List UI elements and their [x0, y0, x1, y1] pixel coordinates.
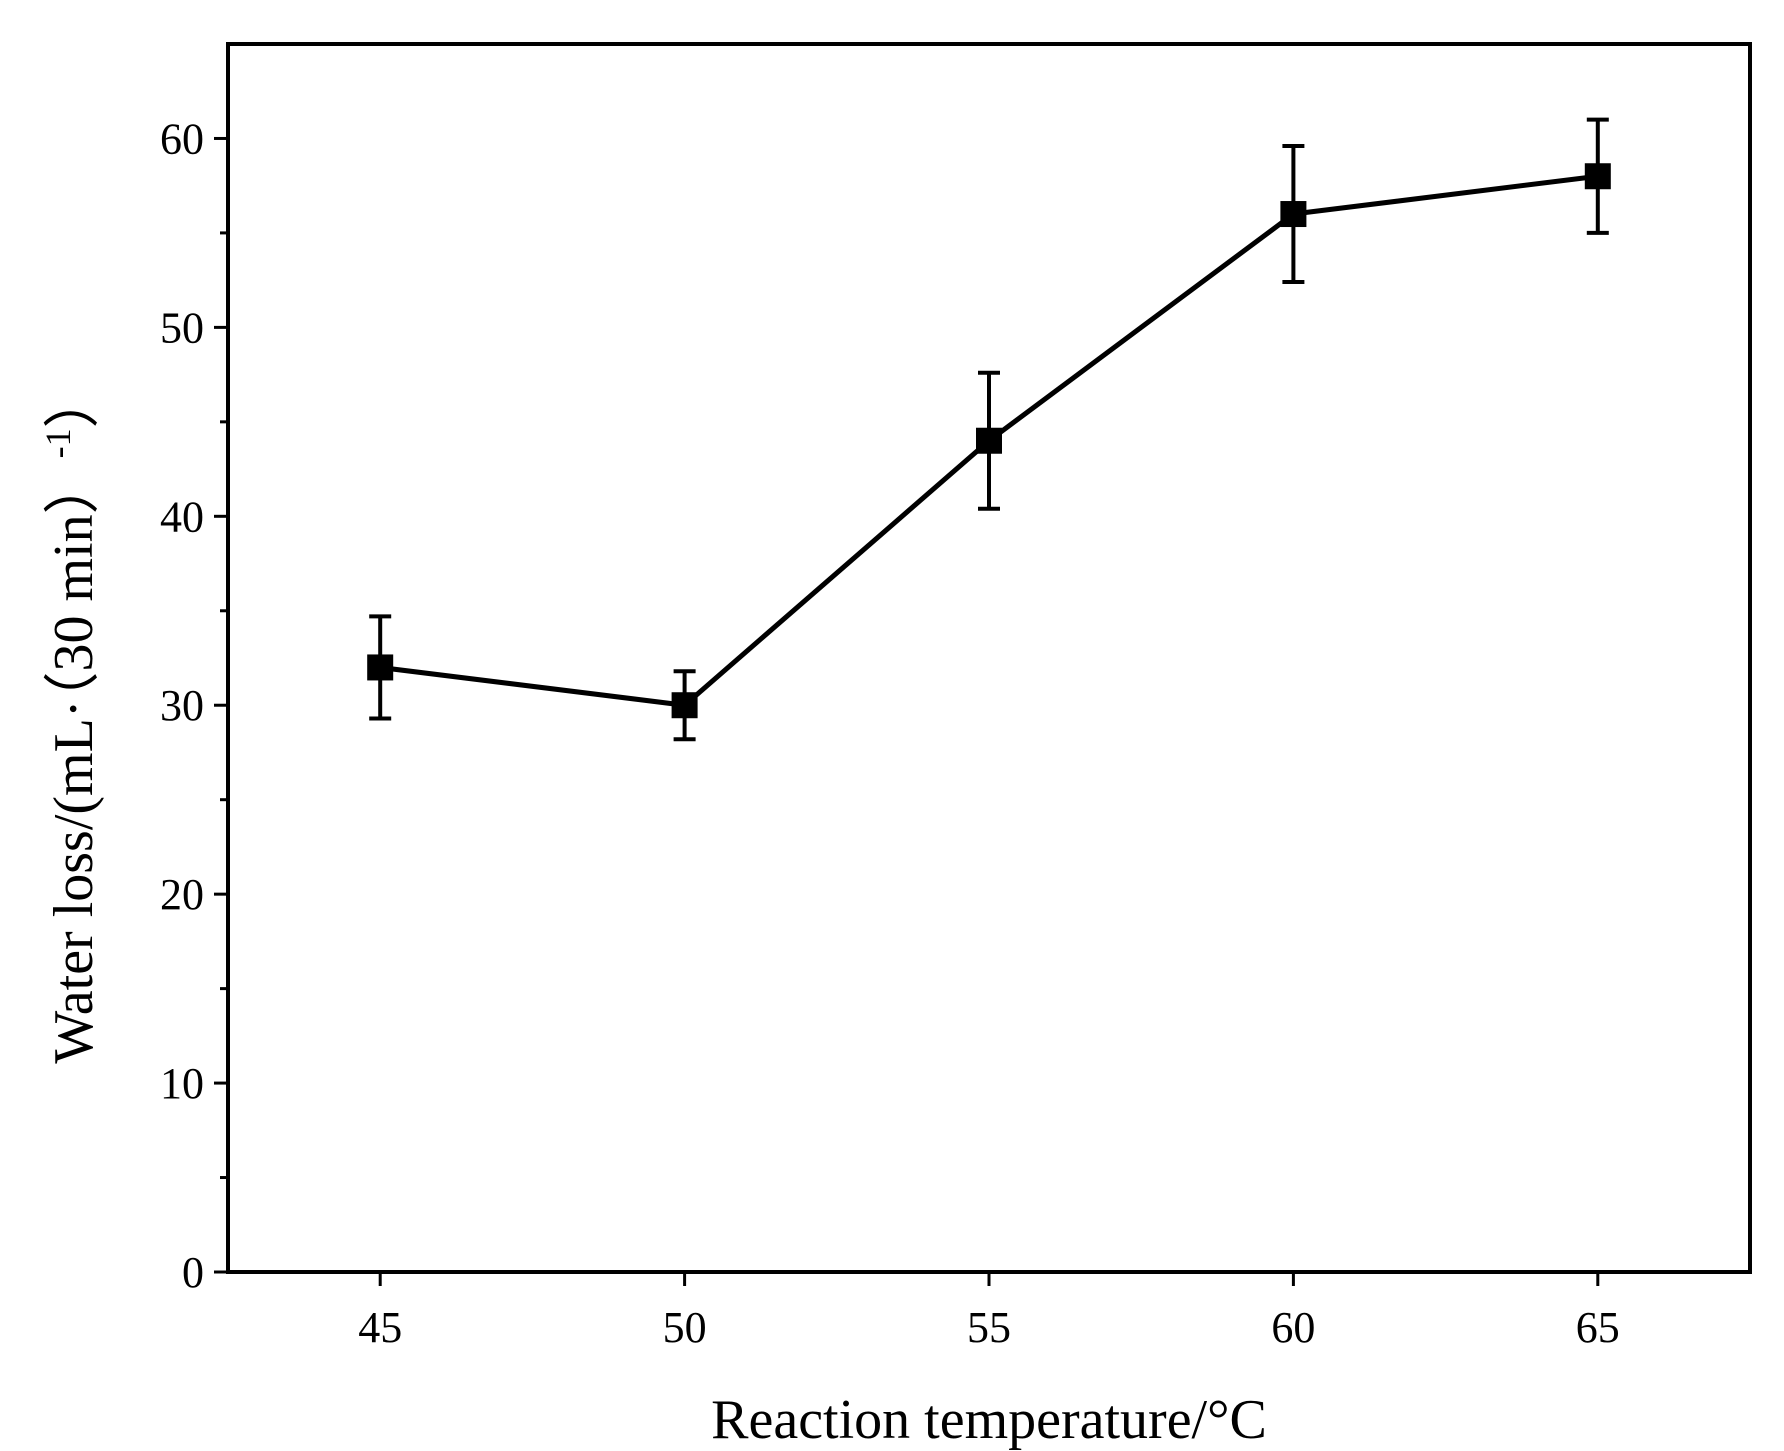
x-axis-label: Reaction temperature/°C [711, 1389, 1267, 1451]
x-tick-label: 50 [663, 1303, 707, 1352]
axes: 0 10 20 30 40 50 60 45 50 55 60 65 [160, 42, 1752, 1352]
data-point-marker [976, 427, 1002, 454]
y-axis-label-main: Water loss/(mL·（30 min） [43, 458, 105, 1063]
y-tick-label: 40 [160, 492, 204, 541]
data-point-marker [671, 692, 698, 719]
y-tick-label: 20 [160, 870, 204, 919]
y-tick-label: 0 [182, 1248, 204, 1297]
data-point-marker [1584, 163, 1611, 190]
y-tick-label: 60 [160, 114, 204, 163]
y-axis-label-superscript: -1 [38, 428, 78, 458]
plot-frame [226, 42, 1752, 1274]
data-point-marker [367, 654, 394, 681]
x-tick-label: 45 [358, 1303, 402, 1352]
y-tick-label: 30 [160, 681, 204, 730]
plot-area [367, 117, 1611, 742]
x-tick-label: 60 [1271, 1303, 1315, 1352]
y-tick-label: 10 [160, 1059, 204, 1108]
y-axis-label-close: ） [43, 372, 105, 428]
y-tick-label: 50 [160, 303, 204, 352]
x-tick-label: 65 [1576, 1303, 1620, 1352]
data-point-marker [1280, 201, 1307, 228]
y-axis-label: Water loss/(mL·（30 min）-1） [38, 372, 105, 1063]
x-tick-label: 55 [967, 1303, 1011, 1352]
